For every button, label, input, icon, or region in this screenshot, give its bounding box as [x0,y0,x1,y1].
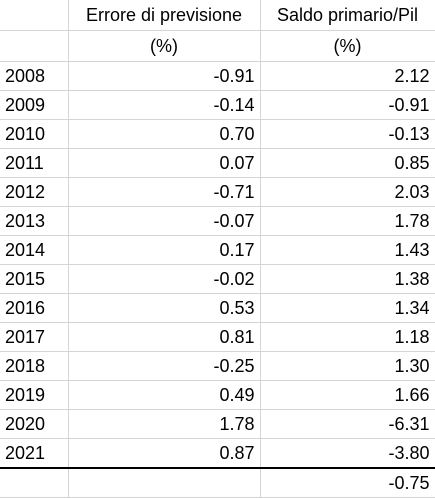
year-cell[interactable]: 2020 [0,409,69,439]
header-cell-errore-title[interactable]: Errore di previsione [68,0,261,31]
year-cell[interactable]: 2010 [0,119,69,149]
year-cell[interactable]: 2012 [0,177,69,207]
header-cell-saldo-unit[interactable]: (%) [260,30,435,62]
errore-cell[interactable]: -0.91 [68,61,261,91]
table-row: 2020 1.78 -6.31 [0,409,435,439]
table-row: 2019 0.49 1.66 [0,380,435,410]
header-cell-saldo-title[interactable]: Saldo primario/Pil [260,0,435,31]
year-cell[interactable]: 2015 [0,264,69,294]
year-cell[interactable]: 2019 [0,380,69,410]
saldo-cell[interactable]: 1.78 [260,206,435,236]
table-row: 2013 -0.07 1.78 [0,206,435,236]
year-cell[interactable]: 2016 [0,293,69,323]
year-cell[interactable]: 2021 [0,438,69,469]
table-row: 2011 0.07 0.85 [0,148,435,178]
saldo-cell[interactable]: 1.43 [260,235,435,265]
year-cell[interactable]: 2014 [0,235,69,265]
saldo-cell[interactable]: 0.85 [260,148,435,178]
errore-cell[interactable]: 1.78 [68,409,261,439]
year-cell[interactable]: 2013 [0,206,69,236]
saldo-cell[interactable]: -0.13 [260,119,435,149]
table-row: 2012 -0.71 2.03 [0,177,435,207]
year-cell[interactable]: 2018 [0,351,69,381]
saldo-cell[interactable]: 1.18 [260,322,435,352]
errore-cell[interactable]: 0.81 [68,322,261,352]
errore-cell[interactable]: -0.25 [68,351,261,381]
table-row: 2017 0.81 1.18 [0,322,435,352]
header-row: Errore di previsione Saldo primario/Pil [0,0,435,31]
saldo-cell[interactable]: -3.80 [260,438,435,469]
table-row: 2016 0.53 1.34 [0,293,435,323]
header-cell-empty[interactable] [0,30,69,62]
errore-cell[interactable]: -0.02 [68,264,261,294]
year-cell[interactable]: 2017 [0,322,69,352]
table-row: 2018 -0.25 1.30 [0,351,435,381]
saldo-cell[interactable]: 2.03 [260,177,435,207]
errore-cell[interactable]: 0.70 [68,119,261,149]
table-row: 2010 0.70 -0.13 [0,119,435,149]
total-saldo-cell[interactable]: -0.75 [260,466,435,498]
errore-cell[interactable]: -0.71 [68,177,261,207]
header-cell-errore-unit[interactable]: (%) [68,30,261,62]
saldo-cell[interactable]: 1.34 [260,293,435,323]
errore-cell[interactable]: -0.07 [68,206,261,236]
errore-cell[interactable]: 0.49 [68,380,261,410]
header-cell-year[interactable] [0,0,69,31]
errore-cell[interactable]: 0.07 [68,148,261,178]
total-year-cell[interactable] [0,466,69,498]
errore-cell[interactable]: -0.14 [68,90,261,120]
saldo-cell[interactable]: -0.91 [260,90,435,120]
year-cell[interactable]: 2008 [0,61,69,91]
saldo-cell[interactable]: 1.30 [260,351,435,381]
table-row: 2015 -0.02 1.38 [0,264,435,294]
header-unit-row: (%) (%) [0,30,435,62]
table-row: 2009 -0.14 -0.91 [0,90,435,120]
year-cell[interactable]: 2009 [0,90,69,120]
year-cell[interactable]: 2011 [0,148,69,178]
saldo-cell[interactable]: 1.66 [260,380,435,410]
table-row: 2008 -0.91 2.12 [0,61,435,91]
saldo-cell[interactable]: 2.12 [260,61,435,91]
errore-cell[interactable]: 0.87 [68,438,261,469]
errore-cell[interactable]: 0.53 [68,293,261,323]
table-row: 2021 0.87 -3.80 [0,438,435,469]
total-row: -0.75 [0,466,435,498]
saldo-cell[interactable]: -6.31 [260,409,435,439]
table-row: 2014 0.17 1.43 [0,235,435,265]
saldo-cell[interactable]: 1.38 [260,264,435,294]
errore-cell[interactable]: 0.17 [68,235,261,265]
total-errore-cell[interactable] [68,466,261,498]
